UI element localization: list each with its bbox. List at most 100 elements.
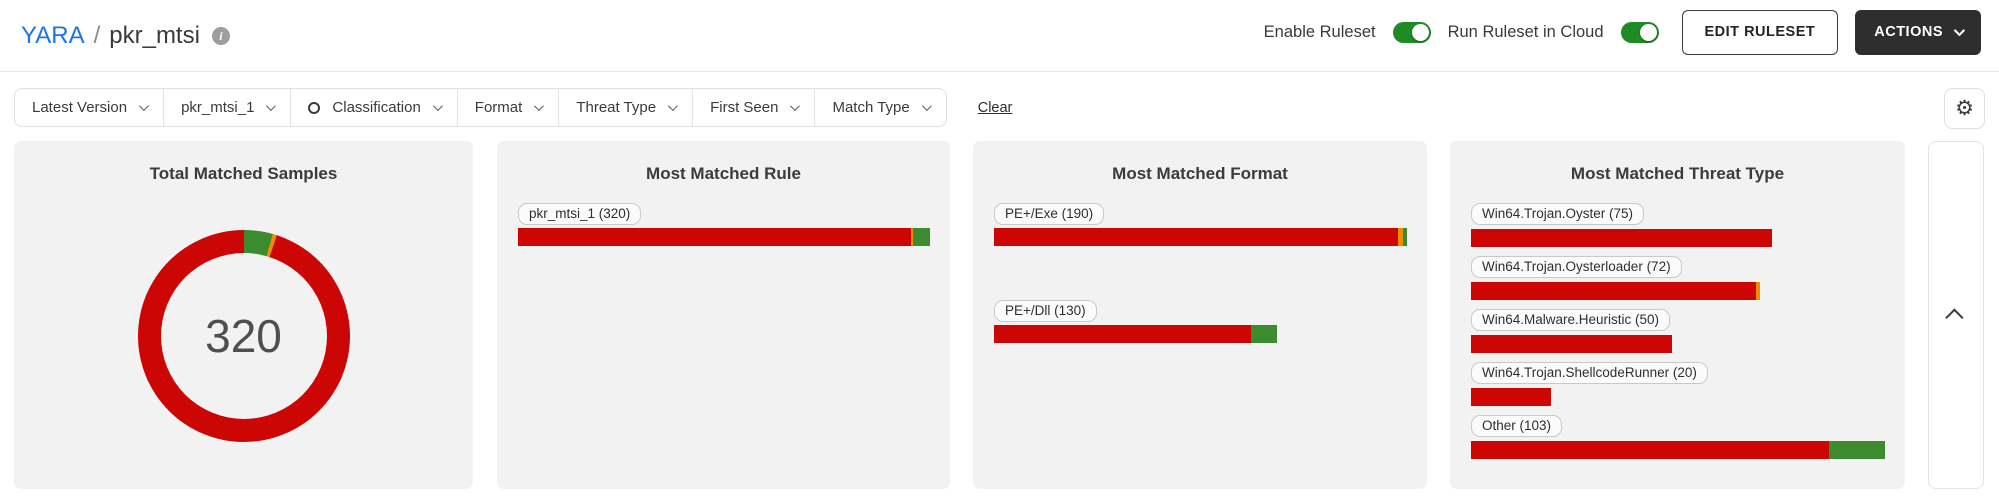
edit-ruleset-button[interactable]: EDIT RULESET (1681, 9, 1839, 55)
bar-group: Win64.Trojan.Oysterloader (72) (1471, 256, 1885, 300)
bar-segment-suspicious[interactable] (910, 228, 914, 246)
chevron-down-icon (139, 101, 149, 112)
donut-wrap: 320 (14, 230, 473, 442)
run-in-cloud-toggle[interactable] (1620, 21, 1659, 43)
bar-label-chip: PE+/Exe (190) (994, 203, 1105, 225)
bar-group: Win64.Trojan.Oyster (75) (1471, 203, 1885, 247)
chevron-down-icon (668, 101, 678, 112)
chevron-down-icon (432, 101, 443, 112)
bar-label-chip: Win64.Trojan.Oyster (75) (1471, 203, 1645, 225)
bar-group: PE+/Exe (190) (994, 203, 1407, 246)
panel-most-matched-rule: Most Matched Rule pkr_mtsi_1 (320) (497, 141, 950, 489)
actions-button[interactable]: ACTIONS (1855, 9, 1981, 55)
bar-group: Win64.Malware.Heuristic (50) (1471, 309, 1885, 353)
donut-chart[interactable]: 320 (137, 230, 350, 442)
toggle-knob (1411, 23, 1429, 41)
rule-bar-chart: pkr_mtsi_1 (320) (518, 203, 930, 246)
filter-dropdown-label: Classification (332, 99, 421, 116)
threat-type-bar-chart: Win64.Trojan.Oyster (75) Win64.Trojan.Oys… (1471, 203, 1885, 459)
panel-title: Most Matched Rule (646, 164, 801, 183)
filter-dropdown-first-seen[interactable]: First Seen (693, 89, 816, 126)
filter-dropdown-group: Latest Version pkr_mtsi_1 Classification Fo… (14, 88, 947, 127)
chevron-up-icon (1944, 307, 1964, 327)
filter-dropdown-label: pkr_mtsi_1 (181, 99, 255, 116)
bar-segment-malicious[interactable] (1471, 441, 1829, 459)
bar-group: PE+/Dll (130) (994, 300, 1407, 343)
chevron-down-icon (266, 101, 277, 112)
settings-button[interactable]: ⚙ (1944, 88, 1985, 129)
bar-label-chip: PE+/Dll (130) (994, 300, 1097, 322)
stacked-bar[interactable] (518, 228, 930, 246)
stacked-bar[interactable] (994, 325, 1277, 343)
panel-title: Most Matched Format (1112, 164, 1288, 183)
bar-segment-suspicious[interactable] (1756, 282, 1761, 300)
panel-title: Total Matched Samples (149, 164, 338, 183)
stacked-bar[interactable] (1471, 441, 1885, 459)
bar-label-chip: Other (103) (1471, 415, 1563, 437)
breadcrumb: YARA / pkr_mtsi i (21, 22, 230, 50)
ruleset-name: pkr_mtsi (109, 22, 200, 49)
bar-label-chip: Win64.Trojan.ShellcodeRunner (20) (1471, 362, 1708, 384)
run-in-cloud-label: Run Ruleset in Cloud (1447, 22, 1604, 41)
gear-icon: ⚙ (1955, 97, 1974, 120)
filter-bar: Latest Version pkr_mtsi_1 Classification Fo… (14, 88, 1985, 129)
enable-ruleset-label: Enable Ruleset (1263, 22, 1376, 41)
format-bar-chart: PE+/Exe (190) PE+/Dll (130) (994, 203, 1407, 343)
bar-label-chip: pkr_mtsi_1 (320) (518, 203, 642, 225)
bar-segment-goodware[interactable] (1250, 325, 1277, 343)
bar-segment-malicious[interactable] (994, 228, 1399, 246)
bar-label-chip: Win64.Trojan.Oysterloader (72) (1471, 256, 1682, 278)
filter-dropdown-pkr-mtsi-1[interactable]: pkr_mtsi_1 (164, 89, 292, 126)
filter-dropdown-label: Threat Type (576, 99, 657, 116)
panel-total-matched-samples: Total Matched Samples 320 (14, 141, 473, 489)
filter-dropdown-latest-version[interactable]: Latest Version (15, 89, 165, 126)
chevron-down-icon (921, 101, 932, 112)
bar-group: Win64.Trojan.ShellcodeRunner (20) (1471, 362, 1885, 406)
breadcrumb-yara-link[interactable]: YARA (21, 22, 85, 49)
panel-most-matched-threat-type: Most Matched Threat Type Win64.Trojan.Oy… (1450, 141, 1905, 489)
bar-segment-malicious[interactable] (518, 228, 911, 246)
bar-segment-malicious[interactable] (994, 325, 1251, 343)
filter-dropdown-threat-type[interactable]: Threat Type (559, 89, 694, 126)
stacked-bar[interactable] (994, 228, 1407, 246)
bar-segment-malicious[interactable] (1471, 388, 1552, 406)
collapse-panel-button[interactable] (1928, 141, 1984, 489)
enable-ruleset-toggle[interactable] (1392, 21, 1431, 43)
bar-group: Other (103) (1471, 415, 1885, 459)
page-header: YARA / pkr_mtsi i Enable Ruleset Run Rul… (0, 0, 1999, 71)
actions-button-label: ACTIONS (1874, 24, 1943, 40)
filter-dropdown-label: Match Type (832, 99, 910, 116)
bar-label-chip: Win64.Malware.Heuristic (50) (1471, 309, 1671, 331)
bar-segment-goodware[interactable] (1402, 228, 1407, 246)
filter-dropdown-classification[interactable]: Classification (291, 89, 458, 126)
bar-segment-malicious[interactable] (1471, 335, 1672, 353)
chevron-down-icon (790, 101, 801, 112)
panel-most-matched-format: Most Matched Format PE+/Exe (190) PE+/Dll… (973, 141, 1427, 489)
clear-filters-link[interactable]: Clear (977, 99, 1013, 116)
header-divider (0, 71, 1999, 72)
filter-dropdown-label: Latest Version (32, 99, 128, 116)
bar-segment-goodware[interactable] (1828, 441, 1885, 459)
toggle-knob (1639, 23, 1657, 41)
classification-icon (308, 101, 321, 114)
stacked-bar[interactable] (1471, 335, 1672, 353)
breadcrumb-separator: / (93, 22, 101, 49)
stacked-bar[interactable] (1471, 388, 1552, 406)
chevron-down-icon (1953, 24, 1966, 37)
filter-dropdown-label: Format (474, 99, 523, 116)
filter-dropdown-format[interactable]: Format (458, 89, 560, 126)
filter-dropdown-label: First Seen (710, 99, 779, 116)
bar-segment-malicious[interactable] (1471, 282, 1757, 300)
info-icon[interactable]: i (211, 27, 230, 45)
panel-title: Most Matched Threat Type (1570, 164, 1785, 183)
donut-total-count: 320 (205, 310, 282, 362)
header-actions: Enable Ruleset Run Ruleset in Cloud EDIT… (1264, 9, 1981, 55)
stacked-bar[interactable] (1471, 229, 1773, 247)
bar-segment-malicious[interactable] (1471, 229, 1773, 247)
chevron-down-icon (534, 101, 545, 112)
stacked-bar[interactable] (1471, 282, 1761, 300)
bar-segment-goodware[interactable] (913, 228, 930, 246)
filter-dropdown-match-type[interactable]: Match Type (815, 89, 945, 126)
bar-segment-suspicious[interactable] (1398, 228, 1403, 246)
